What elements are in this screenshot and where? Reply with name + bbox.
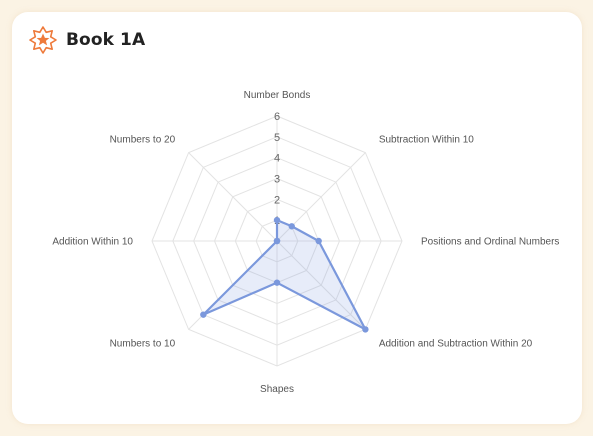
tick-label: 3 — [274, 174, 280, 186]
page-title: Book 1A — [66, 30, 146, 50]
tick-label: 6 — [274, 111, 280, 123]
axis-label: Numbers to 20 — [110, 135, 176, 146]
data-point — [288, 223, 295, 230]
data-point — [273, 279, 281, 286]
tick-label: 2 — [274, 194, 280, 206]
series-area — [202, 219, 367, 331]
data-point — [273, 216, 281, 224]
star-badge-icon — [29, 26, 57, 54]
axis-label: Positions and Ordinal Numbers — [421, 237, 559, 248]
data-point — [315, 237, 322, 245]
axis-label: Shapes — [260, 384, 294, 395]
axis-label: Addition and Subtraction Within 20 — [379, 338, 533, 349]
tick-label: 5 — [274, 132, 280, 144]
tick-label: 4 — [274, 153, 280, 165]
data-point — [362, 326, 369, 333]
chart-card: Book 1A — [12, 12, 582, 424]
data-point — [200, 311, 207, 318]
grid-spoke — [188, 152, 278, 242]
grid-spoke — [276, 240, 366, 330]
card-header: Book 1A — [29, 26, 145, 54]
data-point — [273, 237, 281, 245]
axis-label: Addition Within 10 — [52, 237, 133, 248]
axis-label: Subtraction Within 10 — [379, 135, 474, 146]
axis-label: Number Bonds — [244, 90, 311, 101]
axis-label: Numbers to 10 — [110, 338, 176, 349]
